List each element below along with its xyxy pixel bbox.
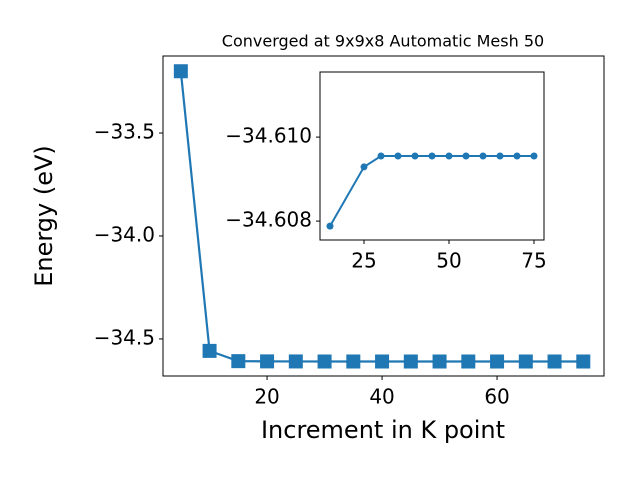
x-tick-label: 75: [521, 249, 546, 273]
data-point: [260, 354, 275, 369]
data-point: [428, 152, 436, 160]
y-tick-label: −34.608: [225, 208, 312, 232]
y-tick-label: −34.0: [94, 222, 155, 246]
data-point: [576, 354, 591, 369]
data-point: [513, 152, 521, 160]
data-point: [288, 354, 303, 369]
data-point: [461, 354, 476, 369]
data-point: [530, 152, 538, 160]
data-point: [202, 343, 217, 358]
chart-title: Converged at 9x9x8 Automatic Mesh 50: [222, 32, 544, 51]
data-point: [432, 354, 447, 369]
data-point: [394, 152, 402, 160]
data-point: [490, 354, 505, 369]
data-point: [496, 152, 504, 160]
x-axis-label: Increment in K point: [261, 416, 505, 444]
x-tick-label: 50: [436, 249, 461, 273]
data-point: [377, 152, 385, 160]
data-point: [317, 354, 332, 369]
data-point: [375, 354, 390, 369]
x-tick-label: 40: [369, 385, 394, 409]
data-point: [445, 152, 453, 160]
y-tick-label: −33.5: [94, 120, 155, 144]
data-point: [547, 354, 562, 369]
data-point: [173, 64, 188, 79]
x-tick-label: 25: [351, 249, 376, 273]
y-axis-label: Energy (eV): [30, 145, 58, 287]
data-point: [360, 163, 368, 171]
data-point: [326, 222, 334, 230]
data-point: [411, 152, 419, 160]
data-point: [518, 354, 533, 369]
data-point: [403, 354, 418, 369]
data-point: [462, 152, 470, 160]
y-tick-label: −34.5: [94, 325, 155, 349]
x-tick-label: 60: [484, 385, 509, 409]
y-tick-label: −34.610: [225, 124, 312, 148]
data-point: [231, 354, 246, 369]
x-tick-label: 20: [254, 385, 279, 409]
data-point: [346, 354, 361, 369]
data-point: [479, 152, 487, 160]
